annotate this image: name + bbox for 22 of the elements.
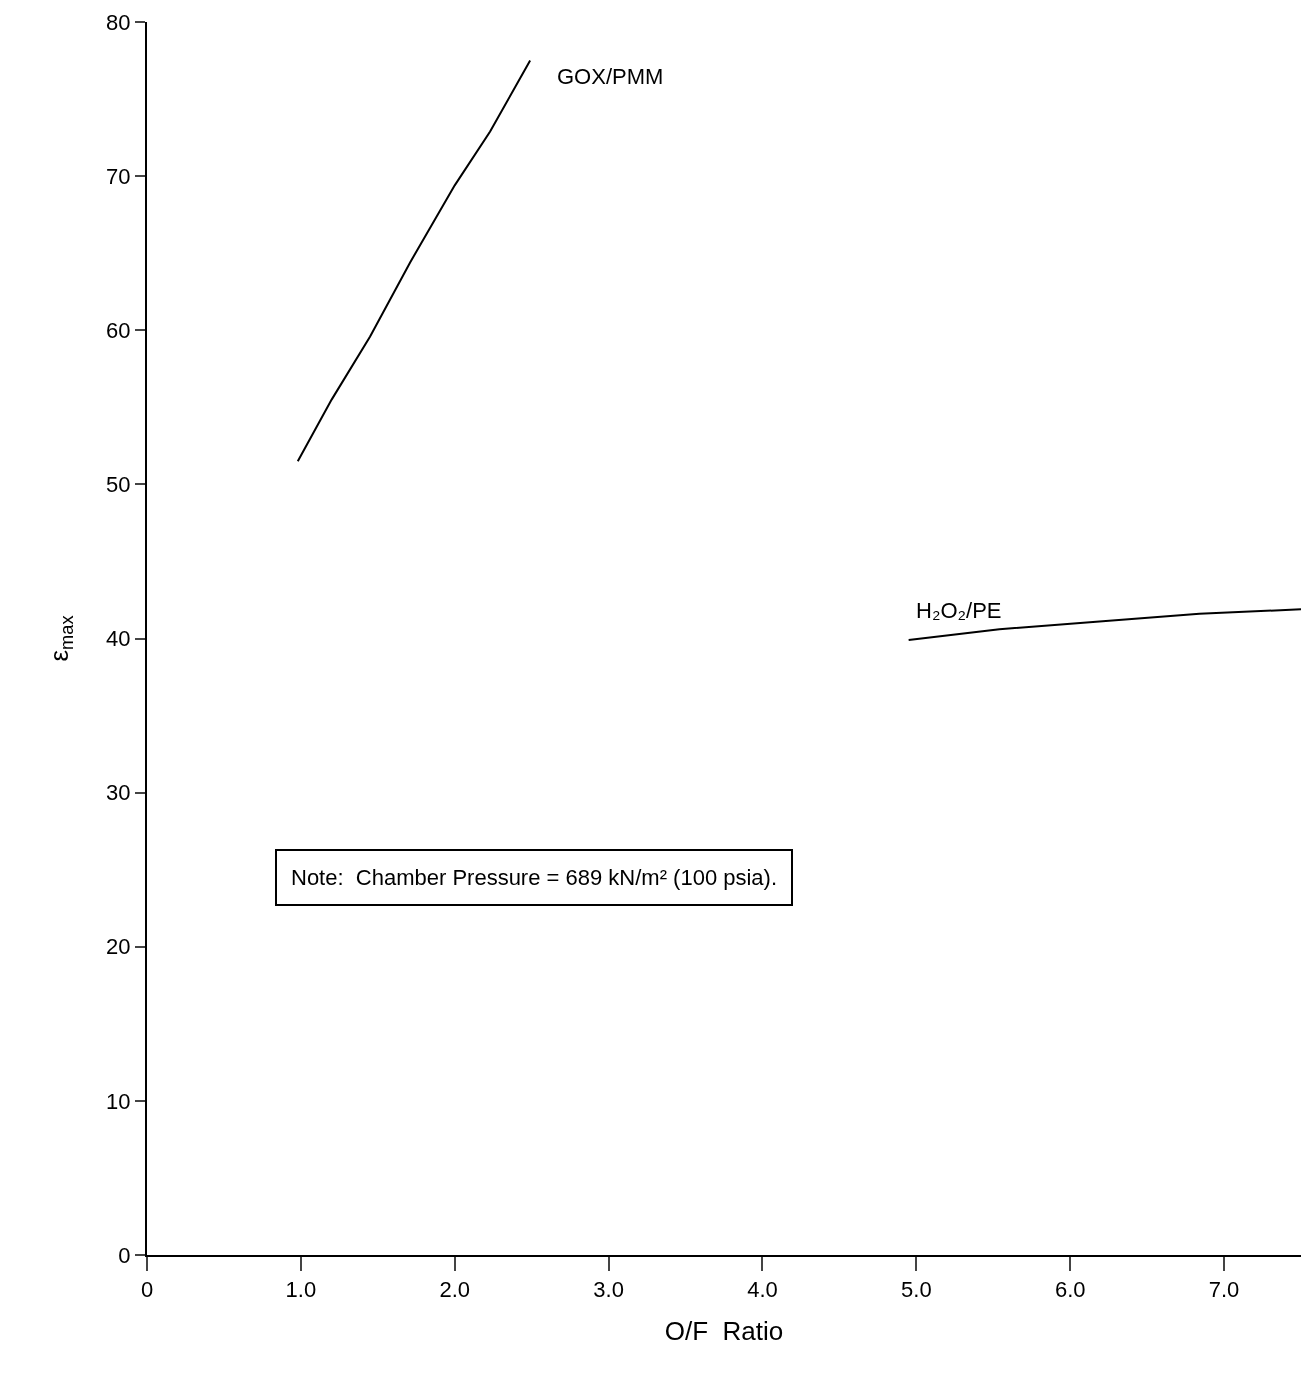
- y-tick-label: 50: [106, 472, 131, 498]
- y-tick-label: 0: [118, 1242, 131, 1268]
- x-tick-label: 1.0: [285, 1277, 317, 1303]
- x-axis-title: O/F Ratio: [664, 1315, 784, 1346]
- x-tick-label: 6.0: [1054, 1277, 1086, 1303]
- annotation: Note: Chamber Pressure = 689 kN/m² (100 psia).: [291, 865, 778, 890]
- x-tick-label: 3.0: [593, 1277, 624, 1303]
- y-tick-label: 60: [106, 317, 131, 343]
- y-tick-label: 10: [106, 1088, 131, 1114]
- series-label: H₂O₂/PE: [916, 598, 1002, 623]
- y-tick-label: 30: [106, 780, 131, 806]
- x-tick-label: 7.0: [1208, 1277, 1240, 1303]
- x-tick-label: 4.0: [747, 1277, 778, 1303]
- y-tick-label: 70: [106, 163, 131, 189]
- line-series: [296, 59, 532, 463]
- y-tick-label: 80: [106, 9, 131, 35]
- y-tick-label: 20: [106, 934, 131, 960]
- series-label: GOX/PMM: [557, 64, 664, 89]
- x-tick-label: 5.0: [901, 1277, 932, 1303]
- x-tick-label: 0: [140, 1277, 154, 1303]
- x-tick-label: 2.0: [439, 1277, 471, 1303]
- y-tick-label: 40: [106, 626, 131, 652]
